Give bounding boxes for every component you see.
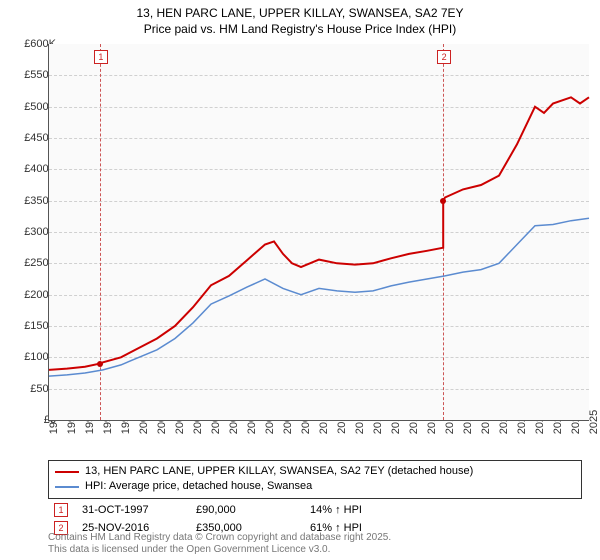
chart-title: 13, HEN PARC LANE, UPPER KILLAY, SWANSEA… <box>0 0 600 37</box>
x-tick-label: 2025 <box>588 410 600 434</box>
plot-area: 12 <box>48 44 589 421</box>
title-line1: 13, HEN PARC LANE, UPPER KILLAY, SWANSEA… <box>0 6 600 22</box>
marker-legend-num: 1 <box>54 503 68 517</box>
footer-line1: Contains HM Land Registry data © Crown c… <box>48 532 391 544</box>
legend-label-price: 13, HEN PARC LANE, UPPER KILLAY, SWANSEA… <box>85 464 473 479</box>
chart-container: 13, HEN PARC LANE, UPPER KILLAY, SWANSEA… <box>0 0 600 560</box>
marker-legend-row: 1 31-OCT-1997 £90,000 14% ↑ HPI <box>48 503 588 517</box>
footer: Contains HM Land Registry data © Crown c… <box>48 532 391 556</box>
legend-label-hpi: HPI: Average price, detached house, Swan… <box>85 479 312 494</box>
title-line2: Price paid vs. HM Land Registry's House … <box>0 22 600 38</box>
legend-swatch-red <box>55 471 79 473</box>
legend-box: 13, HEN PARC LANE, UPPER KILLAY, SWANSEA… <box>48 460 582 499</box>
series-price_paid <box>49 97 589 370</box>
marker-legend-date: 31-OCT-1997 <box>82 504 182 516</box>
legend-row-hpi: HPI: Average price, detached house, Swan… <box>55 479 575 494</box>
footer-line2: This data is licensed under the Open Gov… <box>48 544 391 556</box>
marker-legend-pct: 14% ↑ HPI <box>310 504 362 516</box>
marker-legend: 131-OCT-1997£90,00014% ↑ HPI225-NOV-2016… <box>48 503 588 535</box>
legend-row-price: 13, HEN PARC LANE, UPPER KILLAY, SWANSEA… <box>55 464 575 479</box>
legend-swatch-blue <box>55 486 79 488</box>
marker-legend-price: £90,000 <box>196 504 296 516</box>
legend: 13, HEN PARC LANE, UPPER KILLAY, SWANSEA… <box>48 460 588 535</box>
chart-lines <box>49 44 589 420</box>
